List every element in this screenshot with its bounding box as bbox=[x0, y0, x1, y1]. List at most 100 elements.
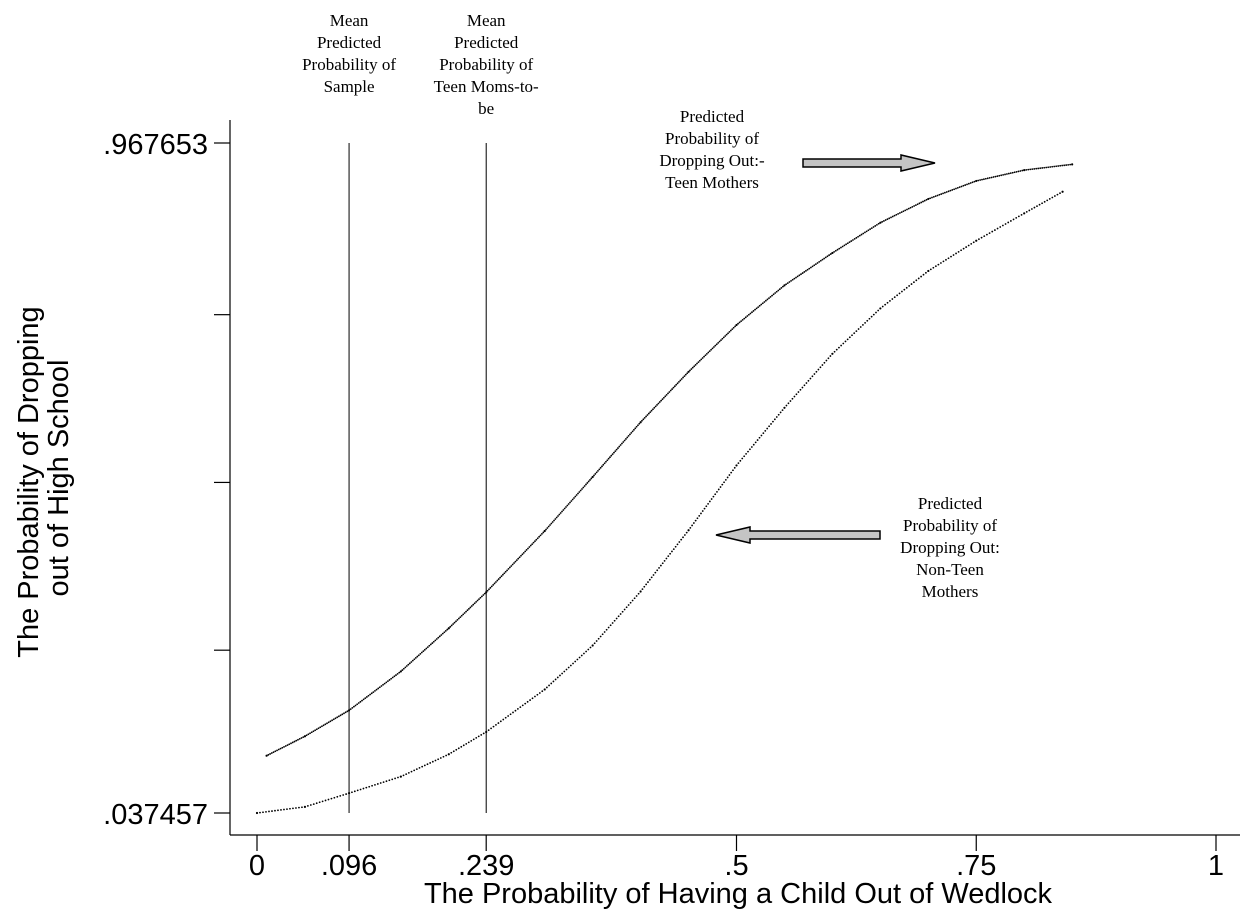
curve-sample bbox=[682, 536, 684, 539]
curve-sample bbox=[422, 650, 425, 653]
curve-sample bbox=[658, 401, 661, 403]
curve-sample bbox=[504, 570, 507, 573]
curve-sample bbox=[795, 276, 797, 279]
curve-sample bbox=[563, 507, 566, 510]
curve-sample bbox=[420, 651, 423, 654]
curve-sample bbox=[362, 787, 365, 790]
curve-sample bbox=[497, 722, 500, 724]
curve-sample bbox=[552, 680, 555, 683]
curve-sample bbox=[940, 262, 942, 264]
curve-sample bbox=[376, 783, 379, 785]
curve-sample bbox=[1006, 173, 1008, 175]
curve-sample bbox=[445, 754, 448, 757]
curve-sample bbox=[548, 684, 550, 687]
curve-sample bbox=[327, 721, 330, 724]
curve-sample bbox=[877, 222, 880, 225]
curve-sample bbox=[529, 699, 531, 701]
curve-sample bbox=[499, 720, 502, 723]
curve-sample bbox=[377, 687, 380, 690]
curve-sample bbox=[819, 259, 822, 262]
curve-sample bbox=[353, 705, 355, 708]
curve-sample bbox=[625, 438, 627, 440]
curve-sample bbox=[916, 203, 919, 206]
curve-sample bbox=[972, 241, 975, 244]
curve-sample bbox=[410, 770, 413, 773]
curve-sample bbox=[465, 610, 467, 613]
data-point bbox=[347, 709, 351, 712]
curve-sample bbox=[478, 598, 480, 601]
curve-sample bbox=[853, 332, 856, 335]
curve-sample bbox=[1030, 208, 1033, 210]
curve-sample bbox=[291, 741, 294, 744]
curve-sample bbox=[925, 198, 928, 201]
curve-sample bbox=[693, 365, 696, 368]
curve-sample bbox=[536, 693, 539, 696]
curve-sample bbox=[669, 552, 672, 555]
curve-sample bbox=[509, 713, 512, 716]
curve-sample bbox=[674, 545, 677, 548]
curve-sample bbox=[553, 519, 555, 522]
curve-sample bbox=[895, 213, 898, 216]
curve-sample bbox=[903, 288, 906, 291]
curve-sample bbox=[344, 711, 347, 714]
curve-sample bbox=[747, 450, 749, 453]
curve-sample bbox=[806, 268, 809, 271]
curve-sample bbox=[978, 238, 980, 241]
curve-sample bbox=[791, 278, 794, 281]
curve-sample bbox=[452, 750, 455, 753]
curve-sample bbox=[388, 679, 391, 681]
curve-sample bbox=[769, 295, 772, 298]
curve-sample bbox=[862, 232, 865, 235]
curve-sample bbox=[701, 357, 704, 359]
curve-sample bbox=[686, 372, 689, 375]
curve-sample bbox=[940, 193, 943, 195]
reference-line-label-line: Predicted bbox=[454, 33, 519, 52]
y-tick-label: .967653 bbox=[103, 129, 208, 161]
curve-sample bbox=[379, 782, 382, 784]
curve-sample bbox=[662, 396, 665, 399]
curve-sample bbox=[590, 477, 593, 480]
curve-sample bbox=[778, 288, 781, 291]
curve-sample bbox=[538, 535, 541, 538]
curve-sample bbox=[698, 514, 701, 517]
curve-sample bbox=[891, 298, 894, 300]
curve-sample bbox=[437, 758, 440, 761]
curve-sample bbox=[645, 415, 647, 418]
curve-sample bbox=[824, 256, 827, 259]
reference-line-label-line: Predicted bbox=[317, 33, 382, 52]
curve-sample bbox=[981, 178, 983, 181]
curve-sample bbox=[965, 246, 968, 248]
curve-sample bbox=[646, 414, 649, 416]
curve-sample bbox=[805, 269, 807, 272]
curve-sample bbox=[911, 205, 914, 208]
curve-sample bbox=[595, 640, 598, 642]
x-tick-label: .239 bbox=[458, 850, 514, 882]
curve-sample bbox=[841, 245, 844, 248]
curve-sample bbox=[635, 425, 638, 428]
curve-sample bbox=[962, 247, 965, 250]
curve-sample bbox=[551, 521, 554, 523]
curve-sample bbox=[364, 697, 367, 700]
curve-sample bbox=[629, 601, 632, 604]
curve-sample bbox=[587, 648, 590, 651]
curve-sample bbox=[682, 376, 684, 379]
curve-sample bbox=[647, 581, 649, 583]
curve-sample bbox=[259, 811, 261, 814]
curve-sample bbox=[405, 665, 408, 667]
annotations: Predicted Probability of Dropping Out:- Tee… bbox=[659, 107, 999, 601]
curve-sample bbox=[828, 254, 830, 257]
curve-sample bbox=[402, 774, 405, 777]
curve-sample bbox=[925, 271, 927, 274]
curve-sample bbox=[823, 361, 826, 364]
curve-sample bbox=[678, 380, 680, 383]
data-point bbox=[1061, 190, 1064, 193]
curve-sample bbox=[821, 364, 824, 366]
curve-sample bbox=[432, 640, 435, 643]
curve-sample bbox=[904, 209, 907, 212]
curve-sample bbox=[650, 409, 653, 412]
curve-sample bbox=[777, 289, 780, 292]
reference-line-label-line: Sample bbox=[324, 77, 375, 96]
curve-sample bbox=[615, 617, 618, 620]
curve-sample bbox=[663, 559, 666, 562]
curve-sample bbox=[719, 486, 722, 488]
